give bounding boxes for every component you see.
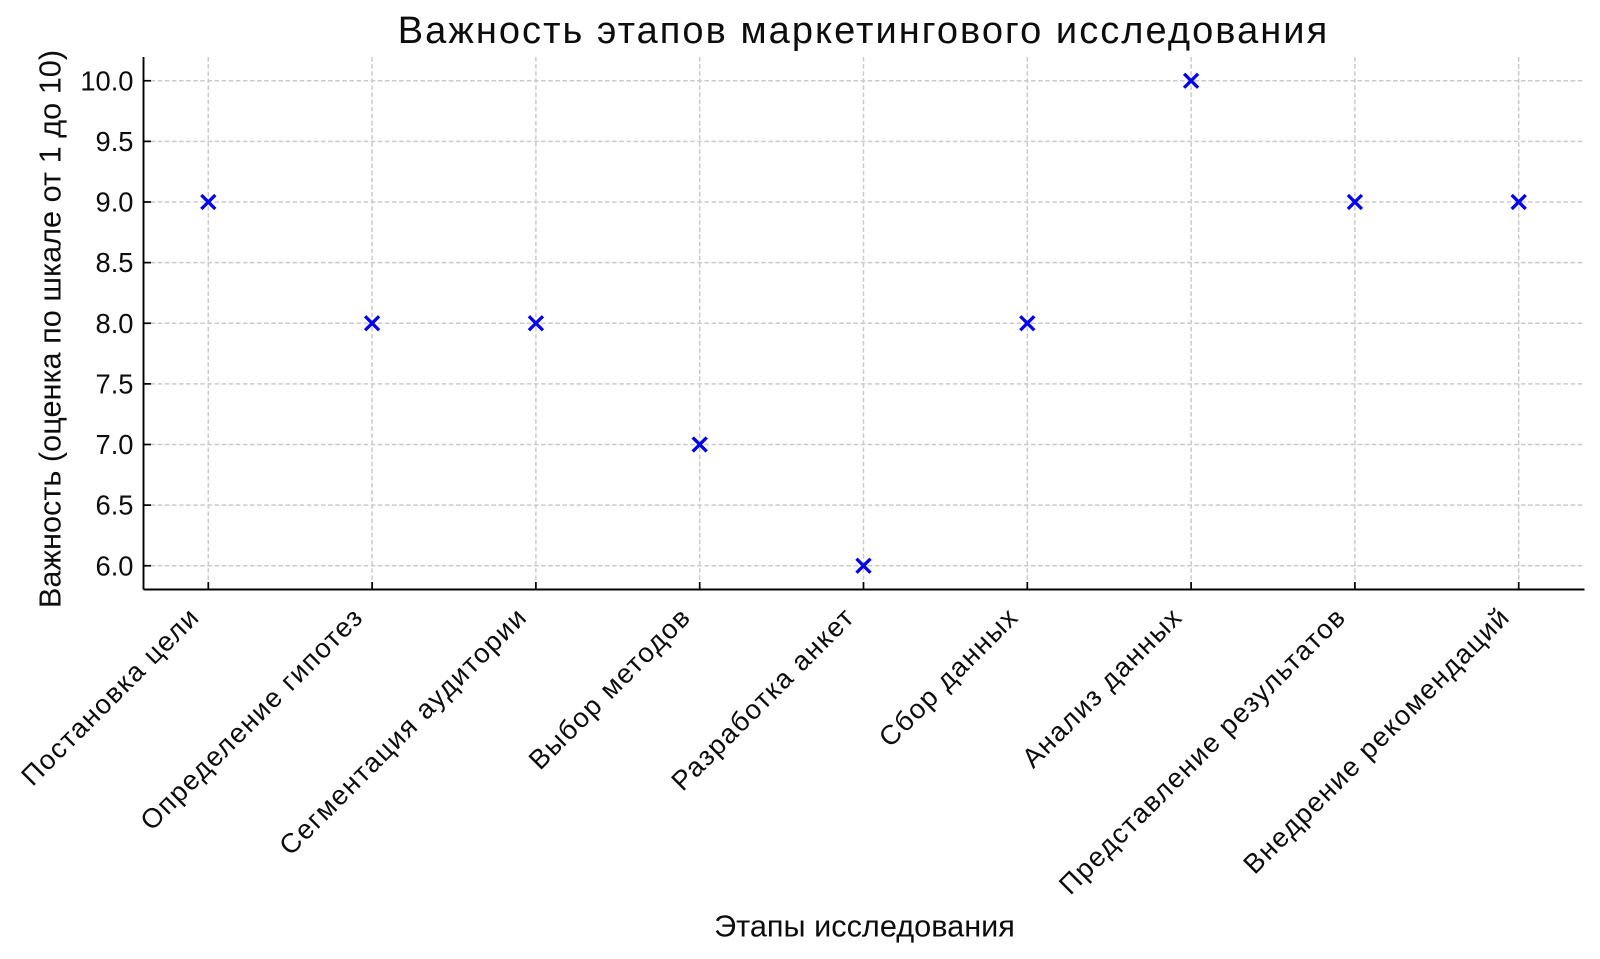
svg-text:9.5: 9.5 — [96, 126, 134, 157]
svg-text:8.0: 8.0 — [96, 308, 134, 339]
svg-text:9.0: 9.0 — [96, 187, 134, 218]
svg-text:Важность этапов маркетингового: Важность этапов маркетингового исследова… — [398, 10, 1329, 52]
svg-text:Важность (оценка по шкале от 1: Важность (оценка по шкале от 1 до 10) — [33, 50, 68, 608]
svg-text:7.5: 7.5 — [96, 368, 134, 399]
svg-text:10.0: 10.0 — [80, 65, 133, 96]
svg-text:6.0: 6.0 — [96, 550, 134, 581]
svg-text:8.5: 8.5 — [96, 247, 134, 278]
svg-text:6.5: 6.5 — [96, 490, 134, 521]
svg-text:7.0: 7.0 — [96, 429, 134, 460]
svg-text:Этапы исследования: Этапы исследования — [714, 908, 1015, 943]
